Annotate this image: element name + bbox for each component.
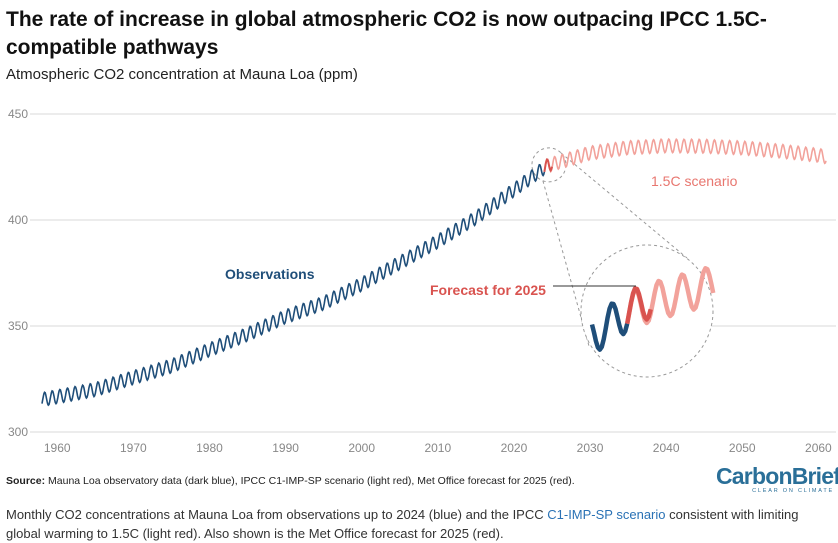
x-tick-labels: 1960 1970 1980 1990 2000 2010 2020 2030 2040 2050… (44, 441, 832, 455)
annotation-labels: Observations Forecast for 2025 1.5C scenar… (225, 173, 738, 298)
y-tick-label: 450 (8, 107, 28, 121)
logo-wordmark: CarbonBrief (716, 463, 838, 489)
x-tick-label: 2060 (805, 441, 832, 455)
zoom-connector (560, 152, 688, 259)
source-text: Mauna Loa observatory data (dark blue), … (48, 475, 575, 487)
source-note: Source: Mauna Loa observatory data (dark… (6, 475, 575, 487)
zoom-inset (553, 244, 716, 378)
x-tick-label: 1990 (272, 441, 299, 455)
carbonbrief-logo[interactable]: CarbonBrief CLEAR ON CLIMATE (716, 463, 838, 495)
y-tick-label: 300 (8, 425, 28, 439)
zoom-connector (542, 180, 590, 347)
forecast-label: Forecast for 2025 (430, 282, 546, 298)
observations-line (41, 163, 546, 407)
x-tick-label: 2050 (729, 441, 756, 455)
x-tick-label: 2020 (501, 441, 528, 455)
source-label: Source: (6, 475, 46, 487)
x-tick-label: 1980 (196, 441, 223, 455)
scenario-link[interactable]: C1-IMP-SP scenario (547, 507, 666, 522)
caption-text-start: Monthly CO2 concentrations at Mauna Loa … (6, 507, 548, 522)
co2-line-chart: 300 350 400 450 1960 1970 1980 1990 2000 2010 202… (8, 107, 836, 455)
y-tick-labels: 300 350 400 450 (8, 107, 28, 439)
logo-tagline: CLEAR ON CLIMATE (752, 488, 834, 494)
scenario-label: 1.5C scenario (651, 173, 738, 189)
x-tick-label: 1970 (120, 441, 147, 455)
chart-title: The rate of increase in global atmospher… (6, 8, 767, 59)
x-tick-label: 1960 (44, 441, 71, 455)
inset-forecast-line (624, 286, 653, 325)
caption-text-end: consistent with limiting global warming … (6, 507, 799, 541)
x-tick-label: 2010 (424, 441, 451, 455)
zoom-connector-lines (531, 147, 688, 347)
x-tick-label: 2000 (348, 441, 375, 455)
y-tick-label: 400 (8, 213, 28, 227)
x-tick-label: 2040 (653, 441, 680, 455)
zoom-source-circle (531, 147, 567, 183)
observations-label: Observations (225, 266, 315, 282)
y-tick-label: 350 (8, 319, 28, 333)
data-series (41, 137, 827, 407)
scenario-line (543, 137, 827, 174)
x-tick-label: 2030 (577, 441, 604, 455)
chart-subtitle: Atmospheric CO2 concentration at Mauna L… (6, 66, 358, 83)
forecast-line (543, 158, 553, 173)
grid-lines (30, 113, 836, 433)
inset-observations-line (589, 301, 630, 352)
figure-caption: Monthly CO2 concentrations at Mauna Loa … (6, 505, 832, 543)
